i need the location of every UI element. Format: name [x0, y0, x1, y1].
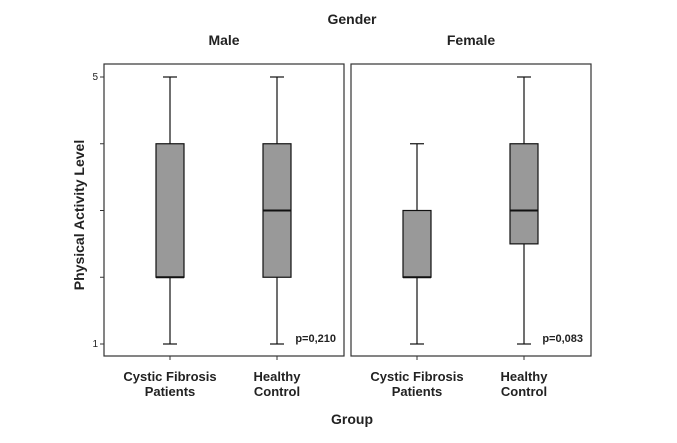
p-value-annotation: p=0,083 [542, 333, 583, 345]
panel-frame [350, 63, 592, 357]
chart-title: Gender [327, 11, 377, 27]
panel-frame [103, 63, 345, 357]
box [155, 143, 185, 278]
panel-title: Female [447, 32, 495, 48]
p-value-annotation: p=0,210 [295, 333, 336, 345]
category-label: Healthy Control [254, 369, 302, 399]
panel-title: Male [208, 32, 239, 48]
plot-area: 1 5 Male p=0,210 Cystic Fibrosis Patients Heal… [92, 32, 592, 399]
y-axis-label: Physical Activity Level [71, 140, 87, 290]
category-label: Healthy Control [501, 369, 549, 399]
box [509, 143, 539, 245]
y-tick-label: 5 [92, 72, 98, 83]
category-label: Cystic Fibrosis Patients [123, 369, 216, 399]
box [402, 209, 432, 278]
x-axis-label: Group [331, 411, 373, 427]
y-tick-label: 1 [92, 339, 98, 350]
category-label: Cystic Fibrosis Patients [370, 369, 463, 399]
